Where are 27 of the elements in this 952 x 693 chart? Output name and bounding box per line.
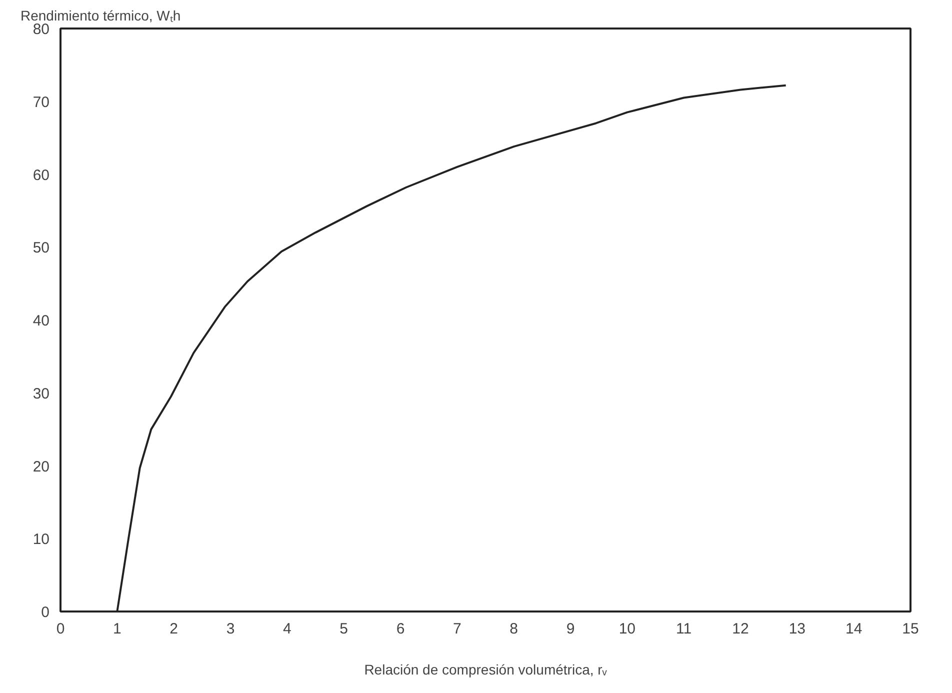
y-tick-label: 10 — [32, 531, 50, 548]
x-tick-label: 2 — [170, 620, 178, 638]
y-axis-title: Rendimiento térmico, Wₜh — [20, 8, 181, 24]
x-tick-label: 11 — [676, 620, 692, 638]
x-tick-label: 8 — [510, 620, 518, 638]
x-tick-label: 6 — [396, 620, 405, 638]
x-tick-label: 7 — [452, 620, 462, 638]
y-tick-label: 70 — [32, 94, 50, 111]
y-tick-label: 60 — [32, 166, 50, 184]
y-tick-label: 40 — [32, 312, 50, 330]
x-axis-title: Relación de compresión volumétrica, rᵥ — [364, 662, 608, 678]
x-tick-label: 12 — [732, 620, 749, 638]
y-tick-label: 20 — [32, 458, 50, 476]
y-tick-label: 50 — [32, 240, 50, 257]
x-tick-label: 5 — [340, 620, 348, 638]
x-tick-label: 13 — [788, 620, 806, 638]
y-tick-label: 0 — [41, 604, 50, 621]
y-tick-label: 30 — [32, 385, 50, 402]
x-tick-label: 1 — [112, 620, 122, 638]
y-tick-label: 80 — [32, 21, 50, 38]
x-tick-label: 4 — [282, 620, 292, 638]
x-tick-label: 10 — [618, 620, 636, 638]
x-tick-label: 9 — [566, 620, 575, 638]
x-tick-label: 14 — [845, 620, 862, 638]
x-tick-label: 0 — [56, 620, 65, 638]
x-tick-label: 3 — [226, 620, 235, 638]
x-tick-label: 15 — [902, 620, 919, 638]
